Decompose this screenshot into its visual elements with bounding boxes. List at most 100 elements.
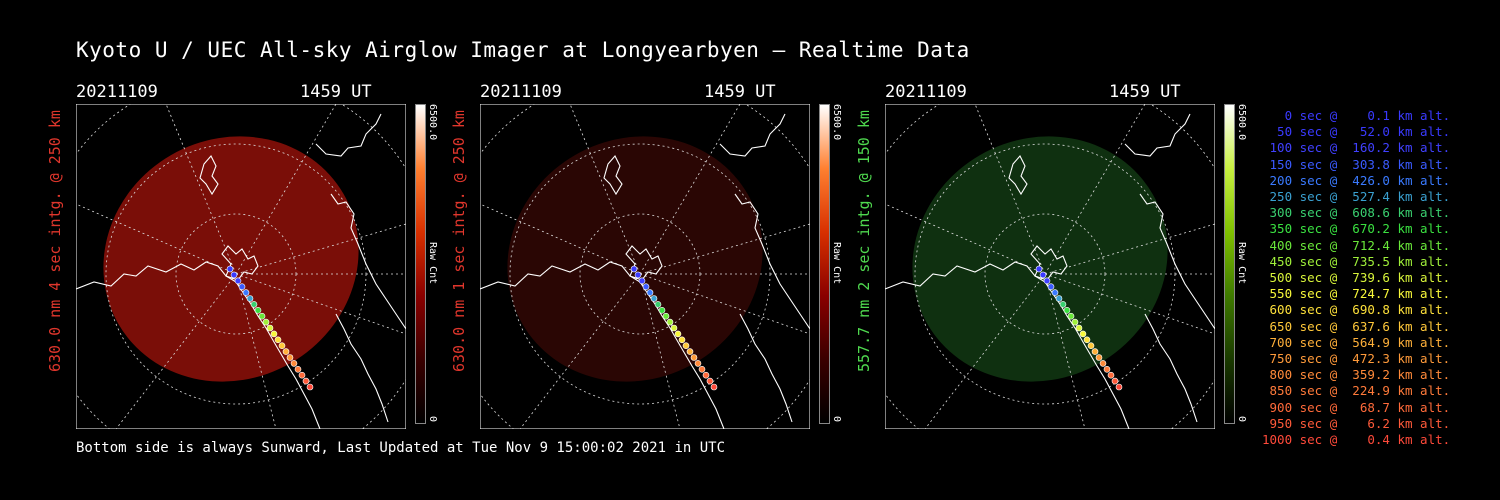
- image-panel-1: 20211109 1459 UT 630.0 nm 4 sec intg. @ …: [46, 82, 496, 432]
- legend-row: 0 sec @ 0.1 km alt.: [1262, 108, 1451, 123]
- coastline: [1008, 155, 1028, 196]
- colorbar-min: 0: [1236, 416, 1247, 423]
- trajectory-point: [270, 330, 278, 338]
- allsky-image: [76, 104, 406, 429]
- longitude-line: [165, 104, 237, 275]
- trajectory-point: [1055, 295, 1063, 302]
- trajectory-point: [662, 312, 670, 320]
- legend-row: 1000 sec @ 0.4 km alt.: [1262, 432, 1451, 448]
- trajectory-point: [674, 330, 682, 338]
- panel-time: 1459 UT: [1109, 82, 1181, 102]
- trajectory-point: [290, 360, 298, 367]
- airglow-disk: [912, 136, 1168, 382]
- trajectory-point: [682, 342, 690, 349]
- trajectory-point: [1051, 289, 1059, 296]
- trajectory-point: [1035, 265, 1043, 273]
- panel-label: 557.7 nm 2 sec intg. @ 150 km: [855, 110, 873, 372]
- trajectory-point: [670, 324, 678, 332]
- trajectory-point: [1087, 342, 1095, 349]
- legend-row: 650 sec @ 637.6 km alt.: [1262, 318, 1451, 334]
- trajectory-point: [1103, 365, 1111, 373]
- trajectory-point: [262, 318, 270, 326]
- coastline: [1124, 113, 1215, 330]
- trajectory-point: [294, 365, 302, 373]
- trajectory-point: [1095, 354, 1103, 361]
- longitude-line: [235, 273, 277, 429]
- colorbar-max: 6500.0: [1236, 104, 1247, 141]
- coastline: [885, 261, 1130, 429]
- coastline: [739, 313, 793, 423]
- trajectory-legend: 0 sec @ 0.1 km alt. 50 sec @ 52.0 km alt…: [1262, 108, 1451, 448]
- trajectory-point: [1079, 330, 1087, 338]
- trajectory-point: [690, 354, 698, 361]
- trajectory-point: [638, 277, 646, 285]
- coastline: [603, 155, 623, 196]
- trajectory-point: [694, 360, 702, 367]
- trajectory-point: [282, 348, 290, 355]
- legend-row: 500 sec @ 739.6 km alt.: [1262, 270, 1451, 286]
- colorbar-name: Raw Cnt: [1236, 242, 1247, 285]
- panel-date: 20211109: [885, 82, 967, 102]
- legend-row: 550 sec @ 724.7 km alt.: [1262, 286, 1451, 302]
- panel-label: 630.0 nm 1 sec intg. @ 250 km: [450, 110, 468, 372]
- trajectory-point: [1115, 383, 1123, 391]
- trajectory-point: [1059, 301, 1067, 308]
- coastline: [315, 113, 406, 330]
- longitude-line: [235, 273, 406, 335]
- panel-date: 20211109: [480, 82, 562, 102]
- coastline: [76, 261, 321, 429]
- trajectory-point: [650, 295, 658, 302]
- trajectory-point: [234, 277, 242, 285]
- coastline: [719, 113, 810, 330]
- airglow-disk: [507, 136, 763, 382]
- legend-row: 700 sec @ 564.9 km alt.: [1262, 334, 1451, 350]
- trajectory-point: [238, 283, 246, 290]
- trajectory-point: [250, 301, 258, 308]
- allsky-map: [480, 104, 810, 429]
- trajectory-point: [658, 307, 666, 314]
- legend-row: 600 sec @ 690.8 km alt.: [1262, 302, 1451, 318]
- allsky-map: [885, 104, 1215, 429]
- legend-row: 250 sec @ 527.4 km alt.: [1262, 189, 1451, 205]
- colorbar-name: Raw Cnt: [427, 242, 438, 285]
- coastline: [480, 261, 725, 429]
- colorbar-max: 6500.0: [427, 104, 438, 141]
- coastline: [1030, 245, 1068, 281]
- trajectory-point: [298, 371, 306, 379]
- image-panel-2: 20211109 1459 UT 630.0 nm 1 sec intg. @ …: [450, 82, 900, 432]
- trajectory-point: [306, 383, 314, 391]
- trajectory-point: [1047, 283, 1055, 290]
- trajectory-point: [630, 265, 638, 273]
- longitude-line: [1044, 273, 1086, 429]
- trajectory-point: [1071, 318, 1079, 326]
- trajectory-point: [1099, 360, 1107, 367]
- colorbar-max: 6500.0: [831, 104, 842, 141]
- trajectory-point: [1043, 277, 1051, 285]
- legend-row: 100 sec @ 160.2 km alt.: [1262, 140, 1451, 156]
- image-panel-3: 20211109 1459 UT 557.7 nm 2 sec intg. @ …: [855, 82, 1305, 432]
- trajectory-point: [258, 312, 266, 320]
- trajectory-point: [1107, 371, 1115, 379]
- legend-row: 300 sec @ 608.6 km alt.: [1262, 205, 1451, 221]
- trajectory-point: [666, 318, 674, 326]
- legend-row: 800 sec @ 359.2 km alt.: [1262, 367, 1451, 383]
- colorbar: [1224, 104, 1235, 424]
- trajectory-point: [302, 377, 310, 385]
- trajectory-point: [642, 283, 650, 290]
- panel-time: 1459 UT: [704, 82, 776, 102]
- longitude-line: [974, 104, 1046, 275]
- legend-row: 350 sec @ 670.2 km alt.: [1262, 221, 1451, 237]
- trajectory-point: [686, 348, 694, 355]
- legend-row: 50 sec @ 52.0 km alt.: [1262, 124, 1451, 140]
- trajectory-point: [1067, 312, 1075, 320]
- colorbar: [819, 104, 830, 424]
- allsky-map: [76, 104, 406, 429]
- trajectory-point: [278, 342, 286, 349]
- trajectory-point: [274, 336, 282, 344]
- trajectory-point: [254, 307, 262, 314]
- coastline: [1144, 313, 1198, 423]
- panel-label: 630.0 nm 4 sec intg. @ 250 km: [46, 110, 64, 372]
- trajectory-point: [1039, 271, 1047, 279]
- trajectory-point: [226, 265, 234, 273]
- trajectory-point: [678, 336, 686, 344]
